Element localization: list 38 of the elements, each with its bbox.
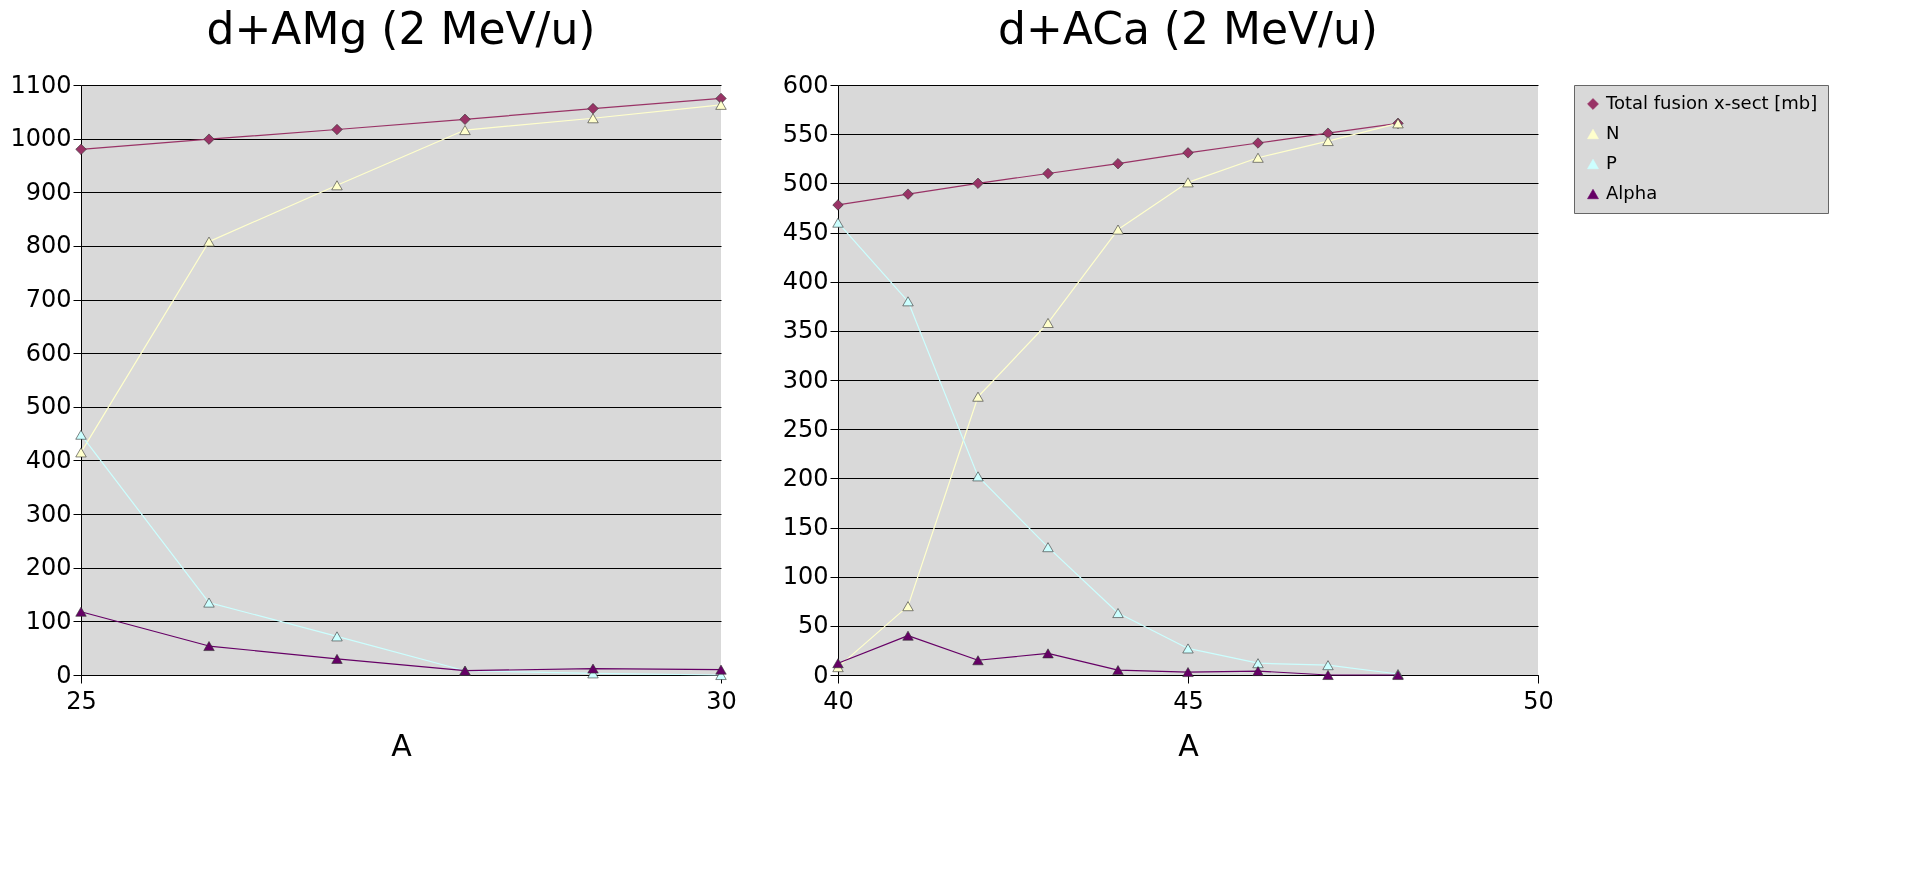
x-tick-label: 45 [1173,686,1204,715]
legend-label: P [1606,152,1617,173]
y-tick-label: 400 [782,267,829,296]
y-tick-label: 1100 [10,70,72,99]
x-axis-title: A [1178,727,1200,763]
y-tick-label: 350 [782,316,829,345]
x-tick-label: 30 [706,686,737,715]
chart-title: d+AMg (2 MeV/u) [206,3,596,54]
x-axis-title: A [391,727,413,763]
y-tick-label: 600 [25,338,72,367]
y-tick-label: 600 [782,70,829,99]
y-tick-label: 1000 [10,124,72,153]
y-tick-label: 700 [25,285,72,314]
y-tick-label: 0 [56,660,72,689]
y-tick-label: 450 [782,218,829,246]
x-tick-label: 40 [823,686,854,715]
y-tick-label: 0 [813,660,829,689]
y-tick-label: 200 [25,553,72,582]
legend-label: N [1606,122,1620,143]
chart-title: d+ACa (2 MeV/u) [998,3,1378,54]
x-tick-label: 25 [66,686,97,715]
y-tick-label: 300 [782,365,829,394]
y-tick-label: 550 [782,119,829,148]
legend-label: Alpha [1606,182,1658,203]
y-tick-label: 500 [782,168,829,197]
y-tick-label: 100 [25,606,72,635]
x-tick-label: 50 [1523,686,1554,715]
legend-label: Total fusion x-sect [mb] [1605,92,1818,113]
y-tick-label: 150 [782,513,829,541]
y-tick-label: 400 [25,445,72,474]
y-tick-label: 100 [782,562,829,591]
y-tick-label: 300 [25,499,72,528]
y-tick-label: 250 [782,414,829,443]
y-tick-label: 500 [25,392,72,421]
y-tick-label: 900 [25,177,72,206]
y-tick-label: 800 [25,231,72,260]
y-tick-label: 50 [797,611,829,640]
y-tick-label: 200 [782,463,829,492]
